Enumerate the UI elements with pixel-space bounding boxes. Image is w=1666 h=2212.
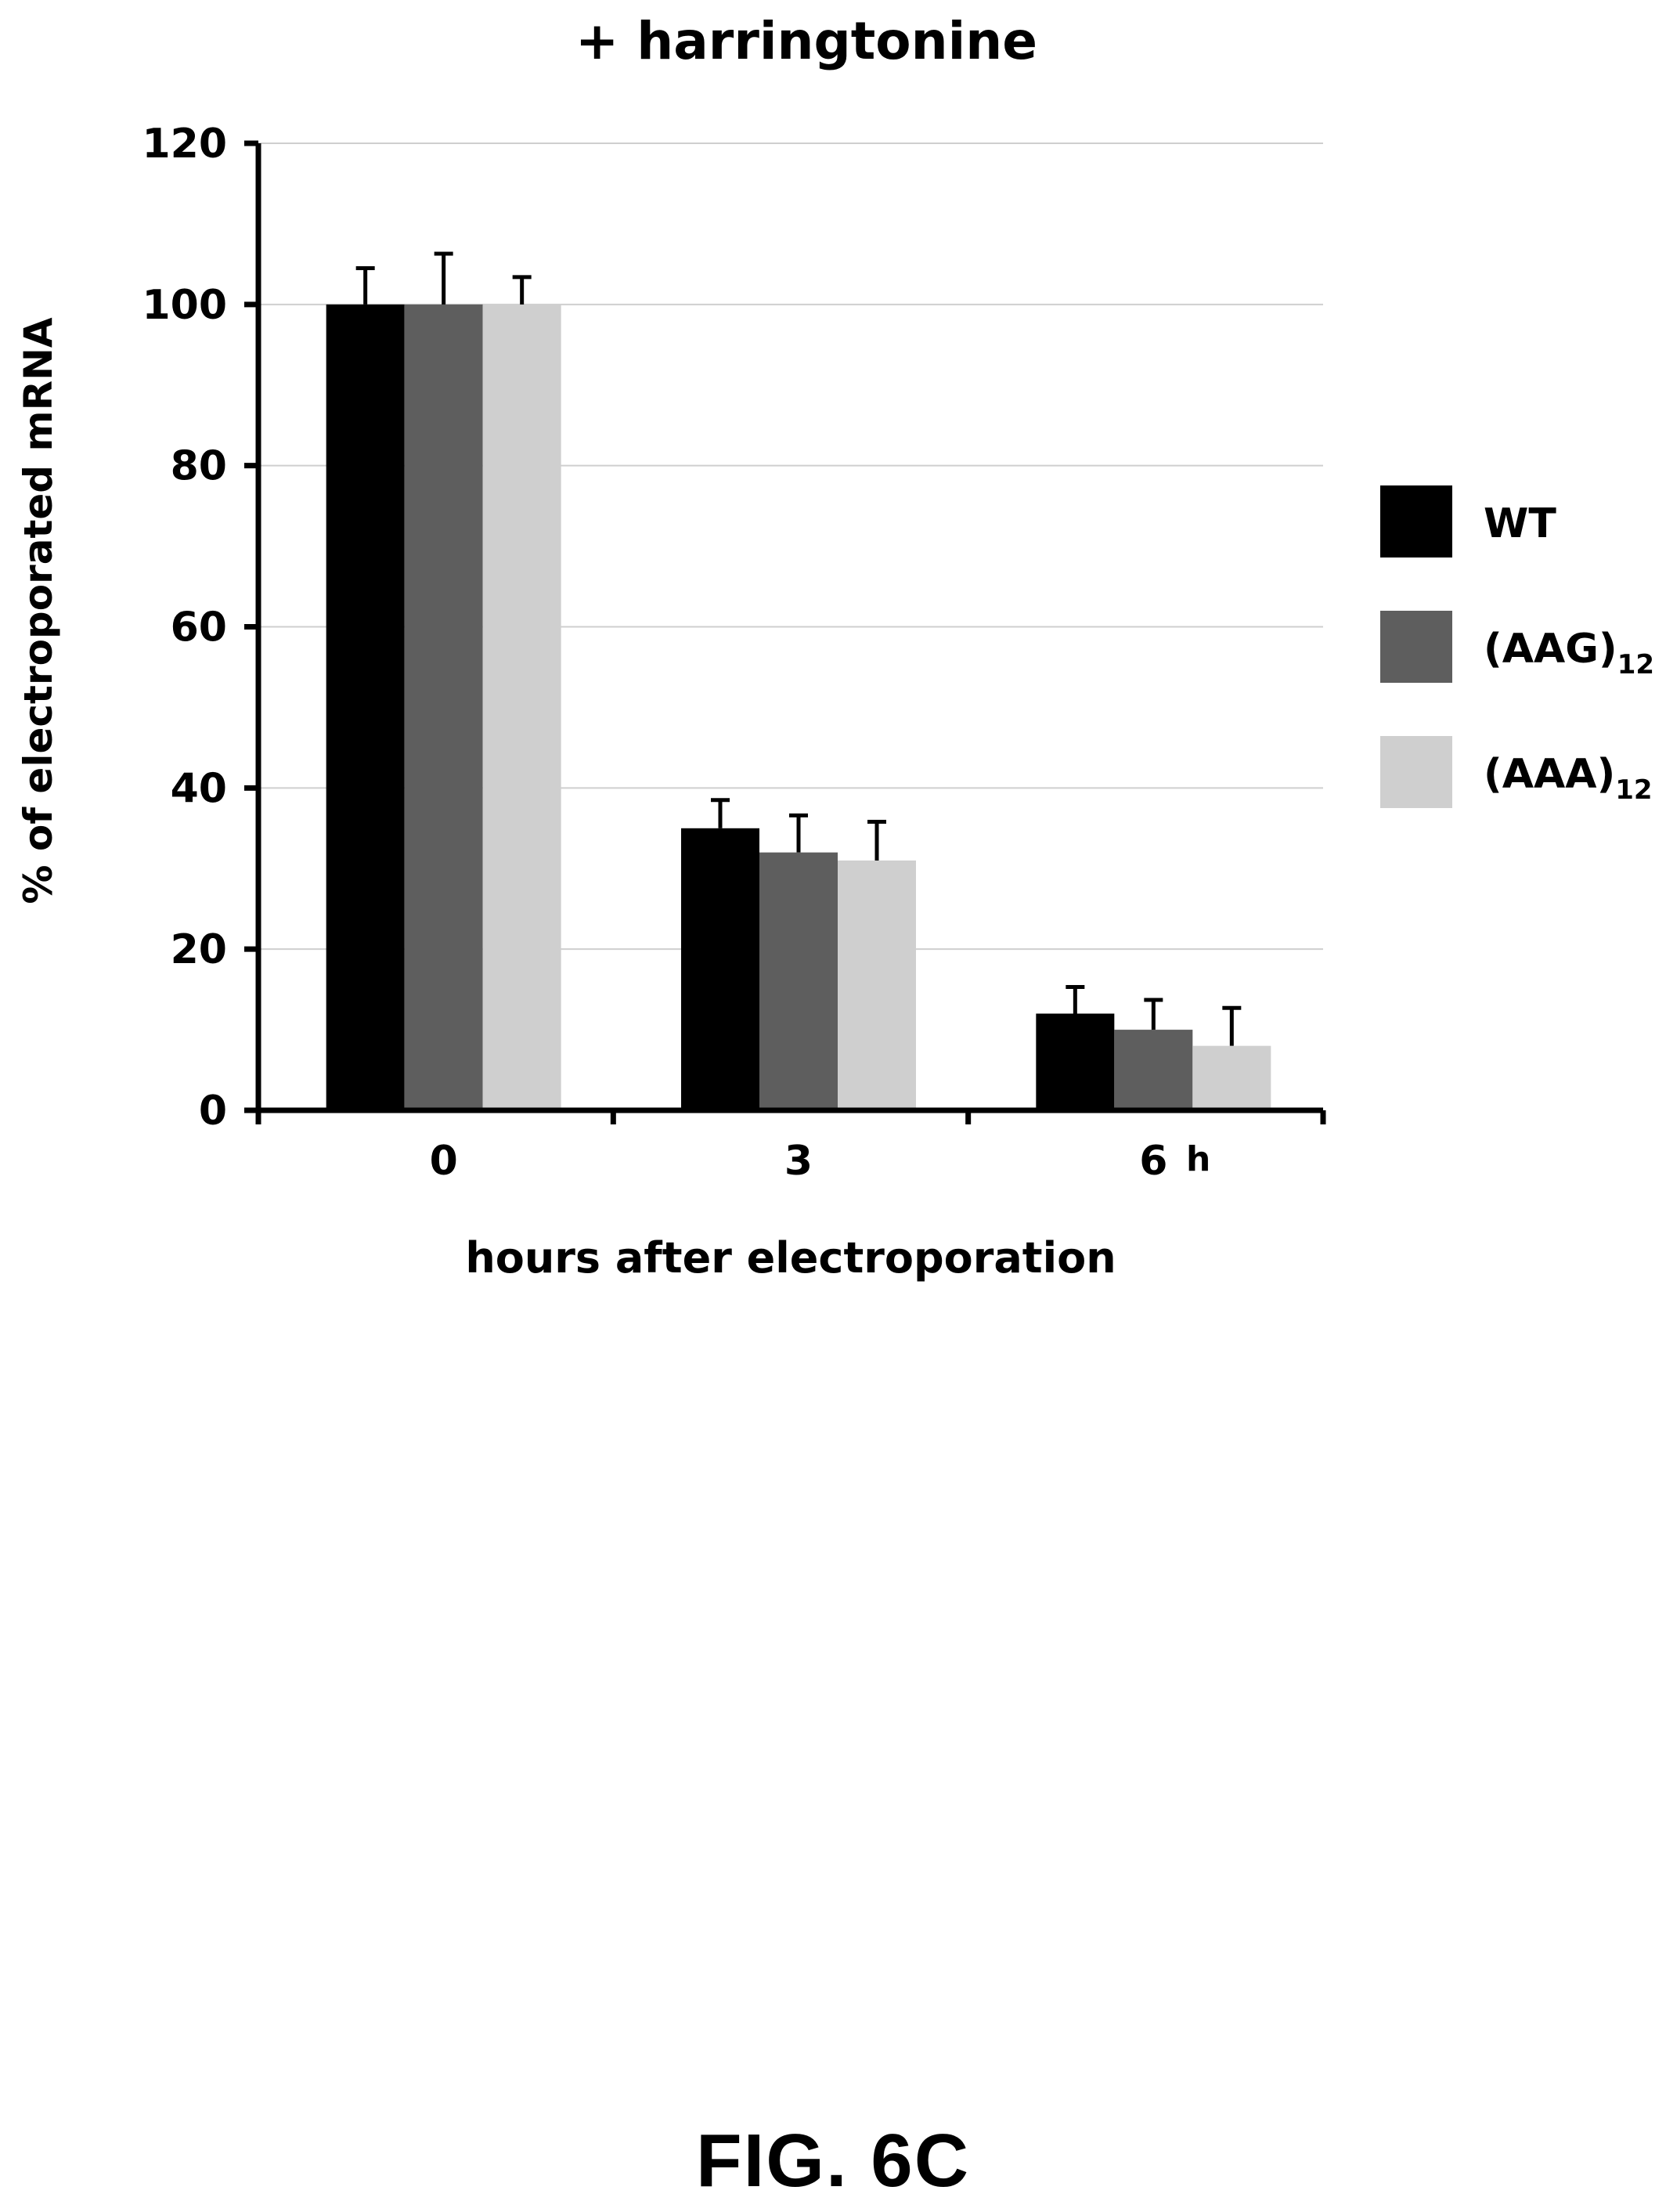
y-tick-label-60: 60: [171, 604, 227, 651]
y-tick-label-120: 120: [142, 121, 227, 168]
bar-wt-3: [681, 828, 759, 1110]
legend-label: (AAG)12: [1484, 626, 1654, 680]
error-bar-aag-6: [1144, 998, 1163, 1030]
y-tick-label-40: 40: [171, 765, 227, 812]
bar-aag-3: [759, 852, 838, 1110]
legend-item-wt: WT: [1380, 485, 1556, 558]
bar-wt-6: [1036, 1013, 1115, 1110]
x-unit-label: h: [1186, 1139, 1210, 1179]
legend-item-aaa12: (AAA)12: [1380, 736, 1653, 808]
bar-aag-0: [404, 304, 483, 1110]
error-bar-aaa-0: [512, 275, 532, 305]
y-axis-label: % of electroporated mRNA: [16, 317, 61, 904]
legend-label: WT: [1484, 500, 1556, 547]
x-tick-label-6: 6: [1139, 1138, 1167, 1185]
error-bar-aag-3: [789, 813, 808, 853]
x-axis-label: hours after electroporation: [465, 1233, 1116, 1283]
bar-wt-0: [326, 304, 405, 1110]
x-tick-label-3: 3: [784, 1138, 813, 1185]
bar-aaa-3: [838, 860, 916, 1110]
x-tick-label-0: 0: [430, 1138, 458, 1185]
bar-aaa-0: [482, 304, 561, 1110]
legend-swatch: [1380, 485, 1452, 558]
legend-swatch: [1380, 736, 1452, 808]
y-tick-label-20: 20: [171, 926, 227, 973]
error-bar-aag-0: [434, 251, 453, 305]
chart-title: + harringtonine: [575, 11, 1037, 71]
legend: WT (AAG)12 (AAA)12: [1380, 485, 1654, 808]
legend-swatch: [1380, 611, 1452, 683]
bar-aaa-6: [1192, 1045, 1271, 1110]
error-bar-aaa-6: [1222, 1005, 1242, 1046]
error-bar-wt-0: [355, 266, 375, 305]
legend-item-aag12: (AAG)12: [1380, 611, 1654, 683]
error-bar-wt-3: [711, 798, 730, 828]
bar-aag-6: [1114, 1030, 1193, 1110]
y-tick-label-80: 80: [171, 443, 227, 490]
error-bar-aaa-3: [867, 820, 886, 861]
y-tick-label-100: 100: [142, 282, 227, 329]
bars-group: [326, 304, 1271, 1110]
error-bars-group: [355, 251, 1242, 1046]
legend-label: (AAA)12: [1484, 751, 1653, 806]
y-tick-labels: 0 20 40 60 80 100 120: [142, 121, 227, 1135]
axes-group: [244, 140, 1326, 1124]
y-tick-label-0: 0: [199, 1088, 227, 1135]
error-bar-wt-6: [1066, 985, 1085, 1014]
figure-label: FIG. 6C: [695, 2119, 971, 2203]
x-tick-labels: 0 3 6: [430, 1138, 1168, 1185]
